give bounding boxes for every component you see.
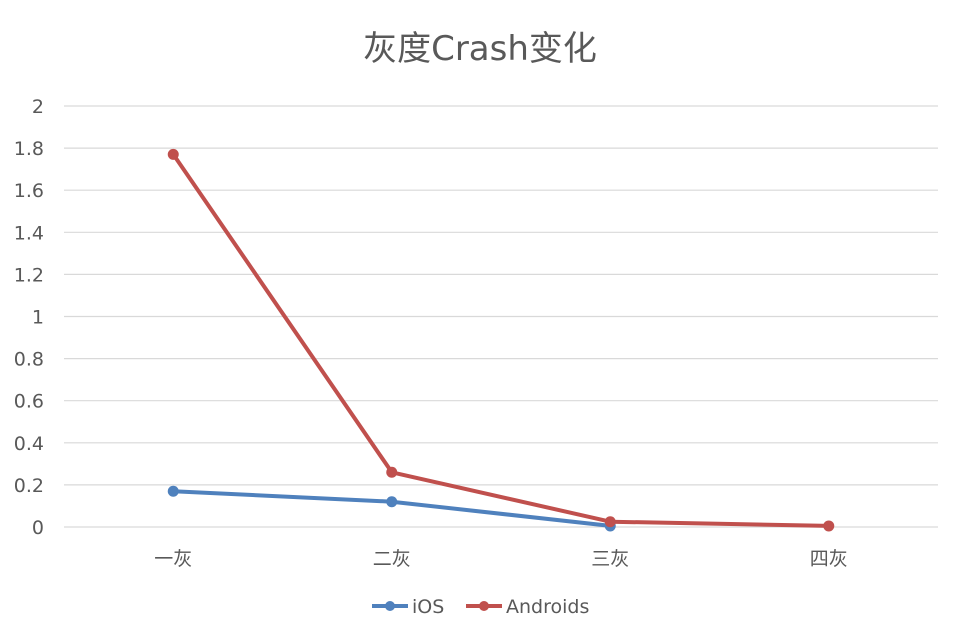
x-tick-label: 三灰 <box>591 548 629 570</box>
legend-label: iOS <box>412 596 444 618</box>
y-tick-label: 1.8 <box>14 138 44 160</box>
y-axis-ticks: 0 0.2 0.4 0.6 0.8 1 1.2 1.4 1.6 1.8 2 <box>14 96 44 539</box>
data-point <box>386 466 398 478</box>
y-tick-label: 0 <box>32 517 44 539</box>
series-ios <box>167 485 616 532</box>
chart-title: 灰度Crash变化 <box>363 29 597 69</box>
x-tick-label: 二灰 <box>373 548 411 570</box>
data-point <box>167 485 179 497</box>
y-tick-label: 1.6 <box>14 180 44 202</box>
y-tick-label: 0.4 <box>14 433 44 455</box>
data-point <box>167 148 179 160</box>
legend: iOS Androids <box>372 596 589 618</box>
series-layer <box>167 148 835 532</box>
y-tick-label: 0.2 <box>14 475 44 497</box>
y-tick-label: 0.8 <box>14 349 44 371</box>
y-tick-label: 2 <box>32 96 44 118</box>
y-tick-label: 1 <box>32 307 44 329</box>
legend-marker <box>385 601 395 611</box>
gridlines <box>64 105 938 528</box>
legend-marker <box>479 601 489 611</box>
series-line <box>171 152 831 528</box>
data-point <box>386 496 398 508</box>
y-tick-label: 0.6 <box>14 391 44 413</box>
legend-item-ios: iOS <box>372 596 444 618</box>
x-tick-label: 一灰 <box>154 548 192 570</box>
y-tick-label: 1.4 <box>14 222 44 244</box>
legend-label: Androids <box>506 596 589 618</box>
x-tick-label: 四灰 <box>810 548 848 570</box>
data-point <box>823 520 835 532</box>
y-tick-label: 1.2 <box>14 264 44 286</box>
data-point <box>604 516 616 528</box>
x-axis-ticks: 一灰 二灰 三灰 四灰 <box>154 548 848 570</box>
series-androids <box>167 148 835 532</box>
legend-item-androids: Androids <box>466 596 589 618</box>
